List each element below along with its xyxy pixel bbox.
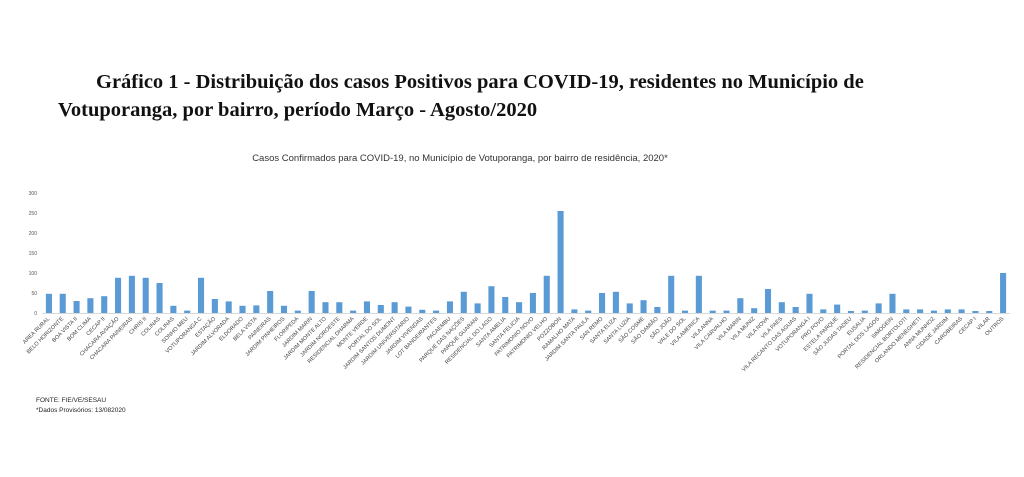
bar [640,300,647,313]
figure-heading-line-2: Votuporanga, por bairro, período Março -… [58,99,538,121]
y-tick-label: 0 [34,311,37,317]
bar [723,310,730,313]
bar [972,311,979,313]
bar [115,277,122,313]
bar [917,309,924,313]
bar [764,289,772,313]
bar [944,309,951,313]
bar [460,291,467,313]
bar [267,291,274,313]
y-tick-label: 200 [29,231,38,237]
bar [474,303,481,313]
bar [350,310,357,313]
bar [446,301,453,313]
bar [294,310,301,313]
bar [101,296,108,313]
bar [502,297,509,313]
y-tick-label: 50 [31,291,37,297]
bar [709,310,716,313]
bar [87,298,94,313]
y-tick-label: 300 [29,191,38,197]
bar [156,283,163,313]
bar [861,310,868,313]
bar [903,309,910,313]
bar [599,293,606,313]
bar [1000,273,1007,313]
bar [377,305,384,313]
bar [170,305,177,313]
bar [419,309,426,313]
bar [930,310,937,313]
bar [820,309,827,313]
bar [211,299,218,313]
bar [128,275,135,313]
provisional-data-note: *Dados Provisórios: 13/082020 [36,407,126,414]
bar [986,311,993,313]
y-tick-label: 250 [29,211,38,217]
bar [834,304,841,313]
y-tick-label: 100 [29,271,38,277]
bar [792,307,799,313]
bar [681,310,689,313]
bar [668,275,675,313]
bar [571,309,578,313]
bar [184,310,191,313]
bar [806,293,813,313]
bar [778,302,785,313]
footnotes: FONTE: FIE/VE/SESAU *Dados Provisórios: … [36,396,126,416]
bar [253,305,260,313]
bar [336,302,343,313]
bar [585,310,592,313]
bar [433,310,440,313]
bar [612,291,619,313]
bar [626,303,633,313]
bar [695,275,702,313]
bar [488,286,495,313]
bar [73,301,80,313]
source-note: FONTE: FIE/VE/SESAU [36,397,107,404]
bar [280,305,288,313]
bar [543,275,550,313]
bar [322,302,329,313]
y-tick-label: 150 [29,251,38,257]
bar [751,308,758,313]
chart-title: Casos Confirmados para COVID-19, no Muni… [252,153,668,164]
bar [557,211,564,313]
bar [958,309,965,313]
bar [197,277,205,313]
bar [225,301,232,313]
bar [529,293,536,313]
bar [59,293,66,313]
bar [654,307,661,313]
bar [516,302,523,313]
bar [737,298,744,313]
bar [405,306,412,313]
bar [847,311,855,313]
bar [889,293,896,313]
bar [875,303,882,313]
figure-heading-line-1: Gráfico 1 - Distribuição dos casos Posit… [96,71,864,93]
bar [239,305,246,313]
bar [308,291,315,313]
bar [142,277,149,313]
bar [391,302,398,313]
figure-heading: Gráfico 1 - Distribuição dos casos Posit… [58,68,998,124]
bar [363,301,371,313]
bar [45,293,52,313]
